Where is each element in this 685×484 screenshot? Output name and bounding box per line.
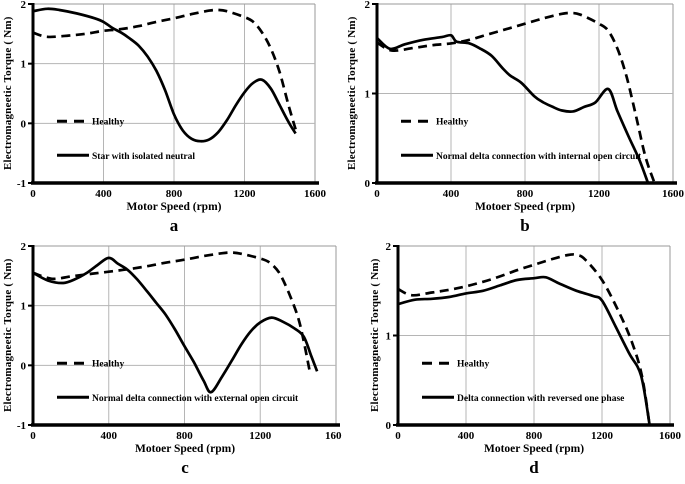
panel-caption-c: c (181, 458, 189, 477)
series-line-dashed (397, 253, 651, 426)
x-tick-label: 1200 (591, 430, 614, 442)
legend-label: Normal delta connection with internal op… (436, 152, 642, 162)
y-axis-label: Electromagneetic Torque ( Nm) (2, 16, 14, 171)
x-tick-label: 800 (166, 188, 183, 200)
chart-d-plot: 0 1 2 0 400 800 1200 1600 Healthy Delta connectio… (386, 242, 682, 442)
panel-caption-b: b (520, 216, 530, 235)
legend: Healthy Normal delta connection with exte… (57, 360, 299, 404)
y-tick-label: 1 (386, 331, 392, 343)
x-tick-label: 1200 (588, 188, 611, 200)
y-tick-label: -1 (17, 420, 26, 432)
x-tick-label: 400 (443, 188, 460, 200)
x-tick-label: 800 (517, 188, 534, 200)
chart-c-plot: -1 0 1 2 0 400 800 1200 1600 Healthy Normal delta … (17, 242, 342, 442)
y-tick-label: 1 (365, 89, 371, 101)
chart-panel-a: -1 0 1 2 0 400 800 1200 1600 Healthy Star with iso… (0, 0, 342, 242)
x-tick-label: 400 (95, 188, 112, 200)
legend-label: Healthy (92, 360, 124, 370)
x-tick-label: 800 (176, 430, 193, 442)
legend-label: Healthy (457, 360, 489, 370)
tick-labels: -1 0 1 2 0 400 800 1200 1600 (17, 0, 327, 200)
x-axis-label: Motoer Speed (rpm) (134, 443, 236, 455)
series-line-solid (32, 7, 297, 143)
x-tick-label: 400 (458, 430, 475, 442)
gridlines (33, 3, 316, 183)
x-tick-label: 1200 (249, 430, 272, 442)
x-tick-label: 1600 (325, 430, 342, 442)
tick-labels: 0 1 2 0 400 800 1200 1600 (365, 0, 685, 200)
legend-label: Star with isolated neutral (92, 152, 195, 162)
axes (31, 245, 340, 427)
gridlines (398, 245, 671, 425)
series-line-solid (32, 256, 319, 394)
series-line-dashed (376, 11, 656, 184)
y-tick-label: 0 (21, 118, 27, 130)
x-tick-label: 0 (30, 188, 36, 200)
legend-label: Normal delta connection with external op… (92, 394, 299, 404)
y-tick-label: 1 (21, 59, 27, 71)
panel-caption-a: a (169, 216, 179, 235)
x-tick-label: 400 (101, 430, 118, 442)
chart-panel-d: 0 1 2 0 400 800 1200 1600 Healthy Delta connectio… (342, 242, 685, 484)
panel-caption-d: d (529, 458, 539, 477)
y-tick-label: 2 (21, 0, 27, 11)
y-tick-label: 1 (21, 301, 27, 313)
gridlines (377, 3, 674, 183)
y-tick-label: 0 (365, 178, 371, 190)
y-tick-label: -1 (17, 178, 26, 190)
x-tick-label: 800 (526, 430, 543, 442)
x-tick-label: 1200 (234, 188, 257, 200)
x-axis-label: Motoer Speed (rpm) (483, 443, 585, 455)
x-tick-label: 1600 (662, 188, 685, 200)
x-tick-label: 0 (395, 430, 401, 442)
y-tick-label: 0 (386, 420, 392, 432)
chart-b-plot: 0 1 2 0 400 800 1200 1600 Healthy Normal delta co… (365, 0, 685, 200)
chart-a-plot: -1 0 1 2 0 400 800 1200 1600 Healthy Star with iso… (17, 0, 327, 200)
y-axis-label: Electromagneetic Torque ( Nm) (369, 258, 381, 413)
y-axis-label: Electromagneetic Torque ( Nm) (346, 16, 358, 171)
y-tick-label: 2 (365, 0, 371, 11)
legend-label: Delta connection with reversed one phase (457, 394, 624, 404)
series-line-solid (376, 33, 650, 184)
x-tick-label: 0 (30, 430, 36, 442)
legend: Healthy Delta connection with reversed on… (422, 360, 624, 404)
tick-labels: -1 0 1 2 0 400 800 1200 1600 (17, 242, 342, 442)
chart-panel-c: -1 0 1 2 0 400 800 1200 1600 Healthy Normal delta … (0, 242, 342, 484)
legend: Healthy Normal delta connection with inte… (401, 118, 642, 162)
x-axis-label: Motoer Speed (rpm) (474, 201, 576, 213)
tick-labels: 0 1 2 0 400 800 1200 1600 (386, 242, 682, 442)
y-axis-label: Electromagneetic Torque ( Nm) (2, 258, 14, 413)
series-line-solid (397, 275, 651, 426)
y-tick-label: 2 (21, 242, 27, 253)
y-tick-label: 0 (21, 360, 27, 372)
chart-panel-b: 0 1 2 0 400 800 1200 1600 Healthy Normal delta co… (342, 0, 685, 242)
series-line-dashed (32, 8, 297, 130)
legend: Healthy Star with isolated neutral (57, 118, 195, 162)
x-tick-label: 1600 (304, 188, 327, 200)
gridlines (33, 245, 337, 425)
legend-label: Healthy (92, 118, 124, 128)
series-line-dashed (32, 251, 311, 371)
x-tick-label: 1600 (659, 430, 682, 442)
legend-label: Healthy (436, 118, 468, 128)
x-axis-label: Motor Speed (rpm) (126, 201, 222, 213)
x-tick-label: 0 (374, 188, 380, 200)
y-tick-label: 2 (386, 242, 392, 253)
